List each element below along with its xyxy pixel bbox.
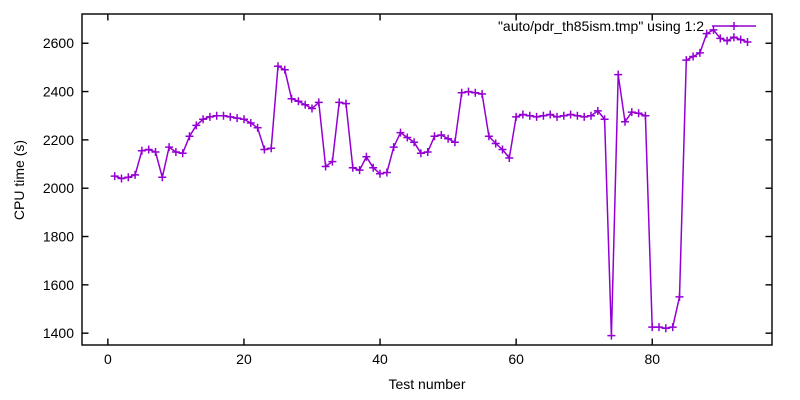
y-tick-label: 1400 (43, 325, 74, 341)
plot-border (81, 13, 773, 346)
y-tick-label: 1800 (43, 229, 74, 245)
y-tick-label: 2000 (43, 180, 74, 196)
x-tick-label: 40 (372, 351, 388, 367)
x-tick-label: 60 (508, 351, 524, 367)
y-tick-label: 2600 (43, 35, 74, 51)
series-line (114, 28, 748, 336)
legend-sample-marker (730, 22, 738, 30)
y-tick-label: 2200 (43, 132, 74, 148)
data-point-markers (110, 25, 752, 340)
x-tick-label: 20 (236, 351, 252, 367)
chart-dynamic-layer: 0 20 40 60 80 1400 1600 1800 2000 2200 2400 2600 (43, 13, 773, 367)
x-tick-label: 80 (644, 351, 660, 367)
y-tick-label: 2400 (43, 84, 74, 100)
x-axis-title: Test number (388, 376, 465, 392)
y-axis-title: CPU time (s) (11, 140, 27, 220)
legend-series-label: "auto/pdr_th85ism.tmp" using 1:2 (498, 18, 704, 34)
x-tick-label: 0 (104, 351, 112, 367)
y-tick-label: 1600 (43, 277, 74, 293)
